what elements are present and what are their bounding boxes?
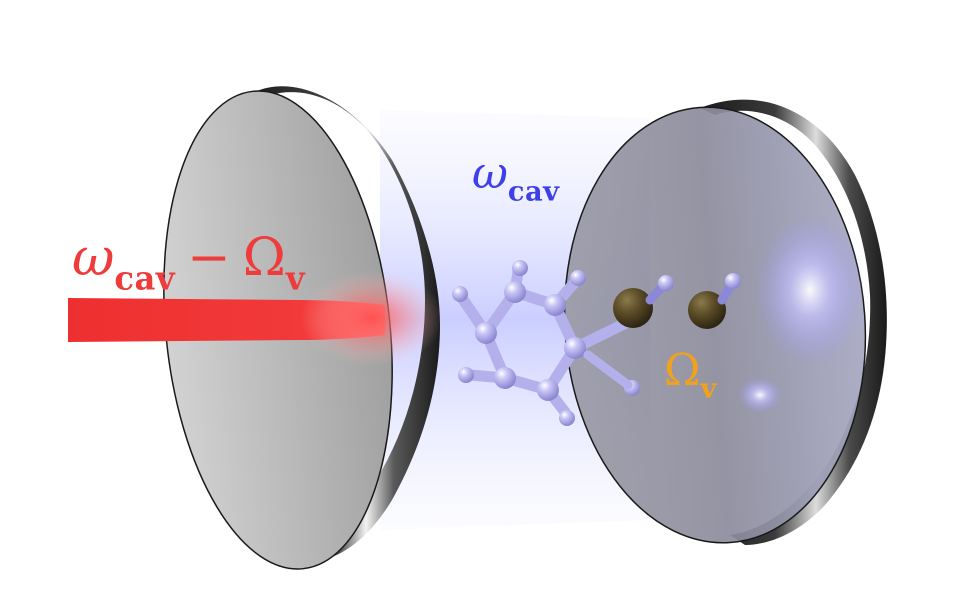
laser-beam <box>68 270 444 366</box>
right-mirror-glow-small <box>738 377 782 413</box>
molecule <box>452 260 741 426</box>
molecule-atoms <box>452 260 640 426</box>
laser-beam-glow <box>300 270 444 366</box>
right-mirror-glow <box>755 215 865 365</box>
cavity-frequency-label: ωcav <box>472 148 560 208</box>
vibration-frequency-label: Ωv <box>664 345 717 405</box>
pump-frequency-label: ωcav − Ωv <box>72 228 306 298</box>
cn-atoms <box>613 273 741 329</box>
